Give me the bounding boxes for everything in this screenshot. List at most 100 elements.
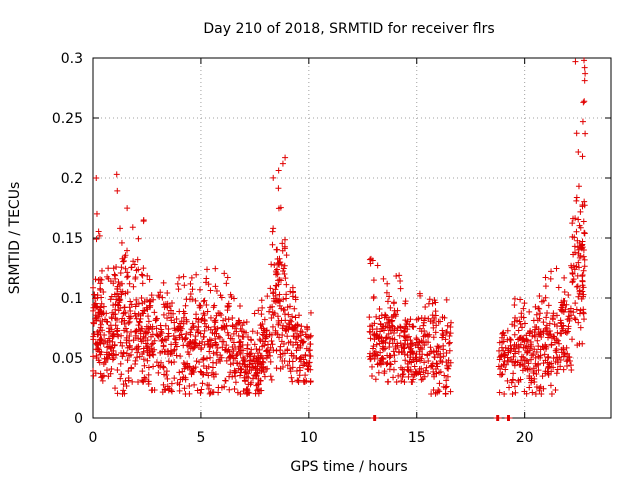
data-point [430, 349, 437, 356]
data-point [103, 349, 110, 356]
data-point [534, 317, 541, 324]
data-point [91, 330, 98, 337]
data-point [99, 327, 106, 334]
data-point [373, 313, 380, 320]
data-point [118, 264, 125, 271]
data-point [121, 320, 128, 327]
y-tick-label: 0.25 [52, 111, 83, 127]
data-point [133, 296, 140, 303]
data-point [523, 390, 530, 397]
data-point [277, 365, 284, 372]
data-point [299, 329, 306, 336]
data-point [515, 327, 522, 334]
data-point [176, 274, 183, 281]
data-point [415, 338, 422, 345]
data-point [498, 334, 505, 341]
data-point [222, 316, 229, 323]
data-point [293, 347, 300, 354]
data-point [138, 338, 145, 345]
data-point [148, 333, 155, 340]
data-point [214, 344, 221, 351]
data-point [370, 277, 377, 284]
data-point [558, 330, 565, 337]
data-point [289, 288, 296, 295]
data-point [264, 293, 271, 300]
data-point [420, 369, 427, 376]
data-point [249, 375, 256, 382]
data-point [224, 274, 231, 281]
data-point [442, 390, 449, 397]
data-point [383, 334, 390, 341]
y-tick-label: 0.3 [61, 51, 83, 67]
data-point [390, 312, 397, 319]
data-point [100, 303, 107, 310]
data-point [275, 260, 282, 267]
data-point [572, 300, 579, 307]
data-point [537, 346, 544, 353]
data-point [152, 317, 159, 324]
data-point [198, 344, 205, 351]
data-point [192, 364, 199, 371]
data-point [399, 371, 406, 378]
data-point [519, 324, 526, 331]
data-point [231, 386, 238, 393]
data-point [516, 318, 523, 325]
data-point [447, 388, 454, 395]
data-point [160, 381, 167, 388]
data-point [545, 302, 552, 309]
data-point [413, 358, 420, 365]
y-tick-label: 0.15 [52, 231, 83, 247]
data-point [255, 307, 262, 314]
data-point [507, 337, 514, 344]
data-point [300, 338, 307, 345]
data-point [139, 280, 146, 287]
data-point [518, 353, 525, 360]
data-point [302, 331, 309, 338]
data-point [271, 262, 278, 269]
data-point [241, 356, 248, 363]
data-point [243, 318, 250, 325]
data-point [390, 374, 397, 381]
data-point [269, 228, 276, 235]
data-point [409, 371, 416, 378]
data-point [279, 240, 286, 247]
data-point [203, 275, 210, 282]
data-point [273, 347, 280, 354]
data-point [537, 310, 544, 317]
data-point [497, 365, 504, 372]
data-point [550, 333, 557, 340]
data-point [373, 334, 380, 341]
data-point [220, 317, 227, 324]
data-point [155, 369, 162, 376]
data-point [155, 362, 162, 369]
data-point [440, 353, 447, 360]
data-point [168, 359, 175, 366]
data-point [148, 341, 155, 348]
data-point [114, 367, 121, 374]
data-point [174, 280, 181, 287]
data-point [112, 352, 119, 359]
data-point [135, 300, 142, 307]
data-point [428, 391, 435, 397]
data-point [226, 386, 233, 393]
data-point [435, 344, 442, 351]
data-point [520, 354, 527, 361]
data-point [246, 367, 253, 374]
data-point [535, 305, 542, 312]
data-point [369, 322, 376, 329]
data-point [279, 331, 286, 338]
data-point [431, 354, 438, 361]
data-point [443, 329, 450, 336]
data-point [157, 289, 164, 296]
data-point [114, 316, 121, 323]
data-point [385, 330, 392, 337]
data-point [506, 336, 513, 343]
x-tick-label: 10 [300, 430, 318, 446]
data-point [206, 336, 213, 343]
data-point [92, 304, 99, 311]
data-point [258, 352, 265, 359]
data-point [118, 332, 125, 339]
data-point [107, 296, 114, 303]
data-point [307, 341, 314, 348]
data-point [445, 340, 452, 347]
